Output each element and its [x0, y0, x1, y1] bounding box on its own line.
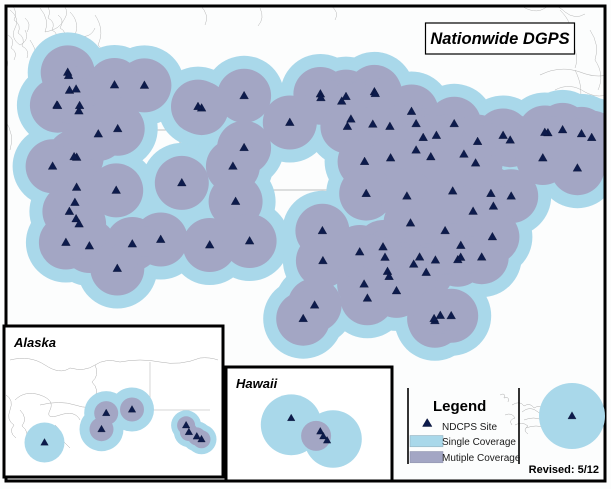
svg-text:Mutiple Coverage: Mutiple Coverage — [442, 453, 521, 464]
svg-text:Alaska: Alaska — [13, 335, 56, 350]
svg-text:Nationwide DGPS: Nationwide DGPS — [430, 30, 569, 48]
svg-text:Hawaii: Hawaii — [236, 376, 278, 391]
svg-text:NDCPS Site: NDCPS Site — [442, 422, 497, 433]
svg-text:Legend: Legend — [433, 398, 486, 415]
svg-text:Single Coverage: Single Coverage — [442, 437, 516, 448]
svg-text:Revised: 5/12: Revised: 5/12 — [529, 464, 599, 476]
